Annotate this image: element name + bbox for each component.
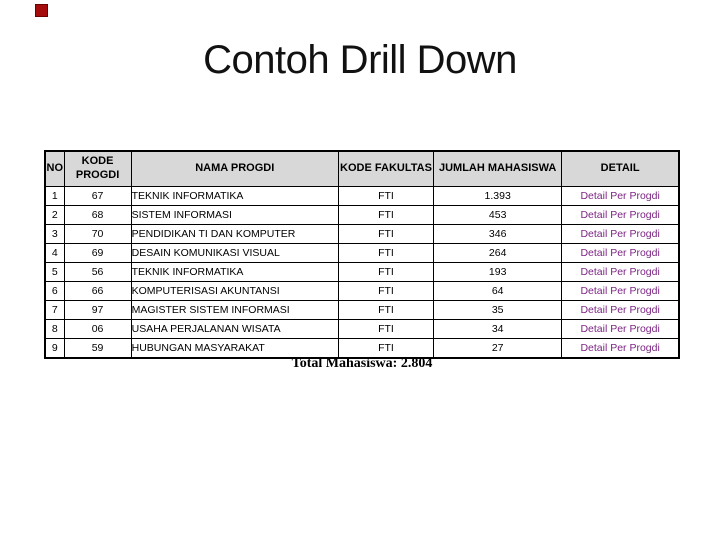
- cell-no: 5: [44, 262, 65, 282]
- table-row: 8 06 USAHA PERJALANAN WISATA FTI 34 Deta…: [44, 319, 680, 339]
- cell-nama-progdi: PENDIDIKAN TI DAN KOMPUTER: [130, 224, 339, 244]
- cell-kode-fakultas: FTI: [337, 186, 435, 206]
- cell-kode-progdi: 59: [63, 338, 132, 359]
- cell-jumlah-mahasiswa: 453: [433, 205, 563, 225]
- cell-kode-fakultas: FTI: [337, 281, 435, 301]
- cell-kode-fakultas: FTI: [337, 205, 435, 225]
- cell-detail: Detail Per Progdi: [561, 319, 680, 339]
- cell-nama-progdi: HUBUNGAN MASYARAKAT: [130, 338, 339, 359]
- cell-no: 3: [44, 224, 65, 244]
- table-header-row: NO KODE PROGDI NAMA PROGDI KODE FAKULTAS…: [44, 150, 680, 187]
- cell-kode-fakultas: FTI: [337, 338, 435, 359]
- cell-kode-fakultas: FTI: [337, 300, 435, 320]
- detail-link[interactable]: Detail Per Progdi: [580, 190, 660, 202]
- cell-nama-progdi: USAHA PERJALANAN WISATA: [130, 319, 339, 339]
- table-row: 2 68 SISTEM INFORMASI FTI 453 Detail Per…: [44, 205, 680, 225]
- table-row: 6 66 KOMPUTERISASI AKUNTANSI FTI 64 Deta…: [44, 281, 680, 301]
- cell-jumlah-mahasiswa: 193: [433, 262, 563, 282]
- cell-kode-progdi: 68: [63, 205, 132, 225]
- cell-detail: Detail Per Progdi: [561, 205, 680, 225]
- header-detail: DETAIL: [561, 150, 680, 187]
- cell-kode-progdi: 69: [63, 243, 132, 263]
- cell-no: 2: [44, 205, 65, 225]
- cell-no: 4: [44, 243, 65, 263]
- cell-nama-progdi: DESAIN KOMUNIKASI VISUAL: [130, 243, 339, 263]
- cell-no: 1: [44, 186, 65, 206]
- cell-nama-progdi: TEKNIK INFORMATIKA: [130, 262, 339, 282]
- red-marker: [35, 4, 48, 17]
- cell-kode-fakultas: FTI: [337, 262, 435, 282]
- detail-link[interactable]: Detail Per Progdi: [580, 247, 660, 259]
- detail-link[interactable]: Detail Per Progdi: [580, 304, 660, 316]
- cell-kode-fakultas: FTI: [337, 243, 435, 263]
- cell-kode-fakultas: FTI: [337, 224, 435, 244]
- cell-nama-progdi: SISTEM INFORMASI: [130, 205, 339, 225]
- table-row: 1 67 TEKNIK INFORMATIKA FTI 1.393 Detail…: [44, 186, 680, 206]
- header-no: NO: [44, 150, 65, 187]
- header-kode-progdi: KODE PROGDI: [63, 150, 132, 187]
- detail-link[interactable]: Detail Per Progdi: [580, 209, 660, 221]
- cell-kode-fakultas: FTI: [337, 319, 435, 339]
- cell-kode-progdi: 97: [63, 300, 132, 320]
- cell-kode-progdi: 56: [63, 262, 132, 282]
- cell-nama-progdi: TEKNIK INFORMATIKA: [130, 186, 339, 206]
- cell-jumlah-mahasiswa: 35: [433, 300, 563, 320]
- cell-detail: Detail Per Progdi: [561, 243, 680, 263]
- progdi-table: NO KODE PROGDI NAMA PROGDI KODE FAKULTAS…: [44, 150, 680, 359]
- cell-jumlah-mahasiswa: 64: [433, 281, 563, 301]
- table-row: 7 97 MAGISTER SISTEM INFORMASI FTI 35 De…: [44, 300, 680, 320]
- table-row: 9 59 HUBUNGAN MASYARAKAT FTI 27 Detail P…: [44, 338, 680, 359]
- cell-detail: Detail Per Progdi: [561, 300, 680, 320]
- cell-kode-progdi: 06: [63, 319, 132, 339]
- detail-link[interactable]: Detail Per Progdi: [580, 323, 660, 335]
- cell-kode-progdi: 66: [63, 281, 132, 301]
- table-row: 3 70 PENDIDIKAN TI DAN KOMPUTER FTI 346 …: [44, 224, 680, 244]
- detail-link[interactable]: Detail Per Progdi: [580, 285, 660, 297]
- table-row: 4 69 DESAIN KOMUNIKASI VISUAL FTI 264 De…: [44, 243, 680, 263]
- cell-detail: Detail Per Progdi: [561, 281, 680, 301]
- cell-kode-progdi: 70: [63, 224, 132, 244]
- cell-no: 7: [44, 300, 65, 320]
- header-nama-progdi: NAMA PROGDI: [130, 150, 339, 187]
- cell-kode-progdi: 67: [63, 186, 132, 206]
- cell-jumlah-mahasiswa: 34: [433, 319, 563, 339]
- cell-nama-progdi: MAGISTER SISTEM INFORMASI: [130, 300, 339, 320]
- header-jumlah-mahasiswa: JUMLAH MAHASISWA: [433, 150, 563, 187]
- cell-jumlah-mahasiswa: 1.393: [433, 186, 563, 206]
- cell-nama-progdi: KOMPUTERISASI AKUNTANSI: [130, 281, 339, 301]
- cell-no: 8: [44, 319, 65, 339]
- cell-detail: Detail Per Progdi: [561, 224, 680, 244]
- detail-link[interactable]: Detail Per Progdi: [580, 266, 660, 278]
- cell-detail: Detail Per Progdi: [561, 338, 680, 359]
- header-kode-fakultas: KODE FAKULTAS: [337, 150, 435, 187]
- cell-detail: Detail Per Progdi: [561, 262, 680, 282]
- cell-jumlah-mahasiswa: 264: [433, 243, 563, 263]
- cell-detail: Detail Per Progdi: [561, 186, 680, 206]
- table-row: 5 56 TEKNIK INFORMATIKA FTI 193 Detail P…: [44, 262, 680, 282]
- total-mahasiswa: Total Mahasiswa: 2.804: [291, 356, 433, 371]
- cell-jumlah-mahasiswa: 346: [433, 224, 563, 244]
- slide-title: Contoh Drill Down: [203, 38, 517, 82]
- detail-link[interactable]: Detail Per Progdi: [580, 342, 660, 354]
- cell-no: 6: [44, 281, 65, 301]
- detail-link[interactable]: Detail Per Progdi: [580, 228, 660, 240]
